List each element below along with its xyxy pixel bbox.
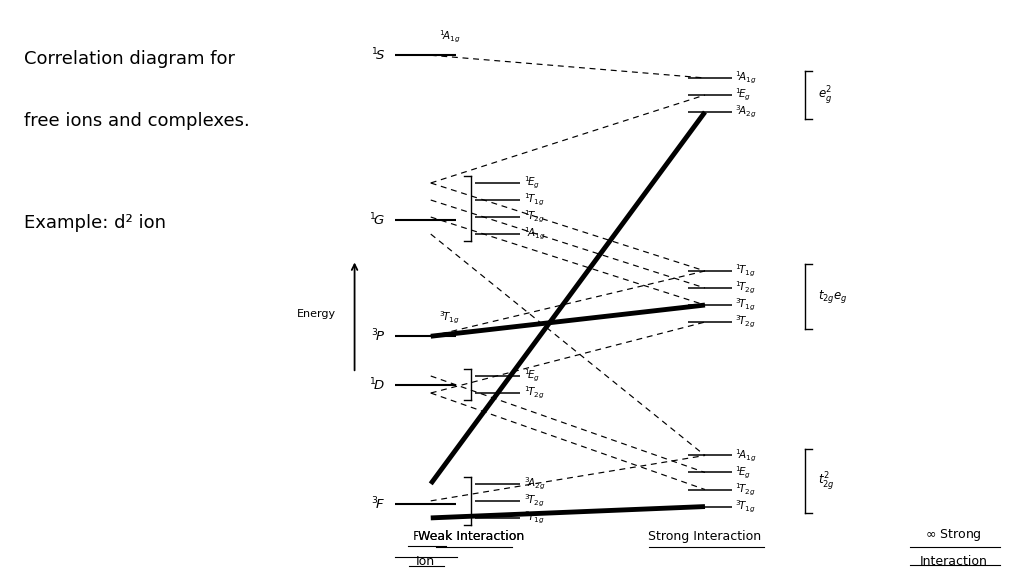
Text: $^1\!E_g$: $^1\!E_g$ <box>735 464 752 480</box>
Text: $^3\!T_{1g}$: $^3\!T_{1g}$ <box>439 310 460 326</box>
Text: Example: d² ion: Example: d² ion <box>25 214 167 232</box>
Text: $^1\!E_g$: $^1\!E_g$ <box>524 175 541 191</box>
Text: $e_g^2$: $e_g^2$ <box>818 84 831 106</box>
Text: $^3\!P$: $^3\!P$ <box>371 328 385 344</box>
Text: $^1\!T_{2g}$: $^1\!T_{2g}$ <box>524 385 545 401</box>
Text: $^1\!E_g$: $^1\!E_g$ <box>735 87 752 103</box>
Text: $t_{2g}e_g$: $t_{2g}e_g$ <box>818 288 847 305</box>
Text: $^1\!S$: $^1\!S$ <box>371 47 385 63</box>
Text: $^1\!T_{1g}$: $^1\!T_{1g}$ <box>735 263 756 279</box>
Text: Strong Interaction: Strong Interaction <box>648 530 762 543</box>
Text: $^3\!T_{2g}$: $^3\!T_{2g}$ <box>735 314 756 330</box>
Text: Correlation diagram for: Correlation diagram for <box>25 50 236 67</box>
Text: $^1\!A_{1g}$: $^1\!A_{1g}$ <box>735 448 757 464</box>
Text: $\infty$ Strong: $\infty$ Strong <box>926 528 982 543</box>
Text: $^1\!T_{2g}$: $^1\!T_{2g}$ <box>735 482 756 498</box>
Text: Free: Free <box>413 530 439 543</box>
Text: $^1\!A_{1g}$: $^1\!A_{1g}$ <box>524 226 546 242</box>
Text: $^1\!G$: $^1\!G$ <box>370 211 385 228</box>
Text: $^1\!T_{2g}$: $^1\!T_{2g}$ <box>735 280 756 296</box>
Text: $^1\!T_{1g}$: $^1\!T_{1g}$ <box>524 192 545 208</box>
Text: $^3\!A_{2g}$: $^3\!A_{2g}$ <box>524 476 546 492</box>
Text: $t_{2g}^2$: $t_{2g}^2$ <box>818 470 835 492</box>
Text: Ion: Ion <box>416 555 435 568</box>
Text: $^3\!A_{2g}$: $^3\!A_{2g}$ <box>735 104 757 120</box>
Text: $^1\!A_{1g}$: $^1\!A_{1g}$ <box>735 70 757 86</box>
Text: Weak Interaction: Weak Interaction <box>418 530 524 543</box>
Text: free ions and complexes.: free ions and complexes. <box>25 112 250 130</box>
Text: $^1\!E_g$: $^1\!E_g$ <box>524 368 541 384</box>
Text: $^3\!F$: $^3\!F$ <box>371 495 385 512</box>
Text: Weak Interaction: Weak Interaction <box>418 530 524 543</box>
Text: $^1\!D$: $^1\!D$ <box>370 376 385 393</box>
Text: $^3\!T_{1g}$: $^3\!T_{1g}$ <box>735 498 756 514</box>
Text: Interaction: Interaction <box>920 555 988 568</box>
Text: $^3\!T_{1g}$: $^3\!T_{1g}$ <box>524 510 545 526</box>
Text: $^3\!T_{2g}$: $^3\!T_{2g}$ <box>524 493 545 509</box>
Text: $^1\!A_{1g}$: $^1\!A_{1g}$ <box>439 29 460 45</box>
Text: $^1\!T_{2g}$: $^1\!T_{2g}$ <box>524 209 545 225</box>
Text: Energy: Energy <box>297 309 336 319</box>
Text: $^3\!T_{1g}$: $^3\!T_{1g}$ <box>735 297 756 313</box>
